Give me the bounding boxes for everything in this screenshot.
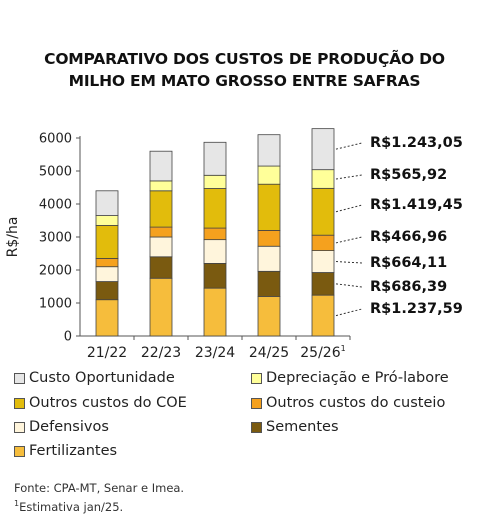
bar-segment bbox=[257, 245, 281, 272]
legend-item: Fertilizantes bbox=[14, 443, 117, 459]
bar-segment bbox=[149, 150, 173, 182]
bar-segment bbox=[149, 236, 173, 258]
bar-segment bbox=[203, 188, 227, 229]
bar-segment bbox=[257, 165, 281, 185]
annotation-label: R$1.419,45 bbox=[370, 197, 463, 213]
legend-label: Sementes bbox=[266, 419, 339, 435]
bar-segment bbox=[149, 256, 173, 279]
bar-segment bbox=[257, 270, 281, 297]
bar-segment bbox=[95, 190, 119, 216]
chart-title: COMPARATIVO DOS CUSTOS DE PRODUÇÃO DO MI… bbox=[0, 48, 489, 92]
bar-segment bbox=[311, 128, 335, 171]
bar-segment bbox=[257, 229, 281, 247]
bar-segment bbox=[311, 169, 335, 189]
legend-swatch bbox=[14, 372, 25, 384]
annotation-leader bbox=[335, 142, 363, 150]
annotation-leader bbox=[335, 308, 363, 317]
source-note: Fonte: CPA-MT, Senar e Imea. 1Estimativa… bbox=[14, 480, 184, 515]
legend-swatch bbox=[14, 397, 25, 409]
legend-label: Outros custos do COE bbox=[29, 395, 187, 411]
y-axis-label: R$/ha bbox=[5, 217, 21, 258]
legend-swatch bbox=[14, 445, 25, 457]
legend-item: Defensivos bbox=[14, 419, 109, 435]
bar-segment bbox=[311, 234, 335, 251]
bar-segment bbox=[203, 227, 227, 241]
bar-segment bbox=[149, 180, 173, 192]
bar-segment bbox=[311, 187, 335, 236]
annotation-label: R$1.237,59 bbox=[370, 301, 463, 317]
y-tick-label: 0 bbox=[64, 330, 72, 345]
bar-segment bbox=[311, 272, 335, 296]
bar-segment bbox=[203, 287, 227, 337]
bar-segment bbox=[257, 183, 281, 231]
legend-item: Outros custos do COE bbox=[14, 395, 187, 411]
y-tick-label: 5000 bbox=[39, 165, 72, 180]
chart-axes: 0 1000 2000 3000 4000 5000 6000 R$/ha 21/22 22/23… bbox=[5, 132, 351, 361]
footnote-marker: 1 bbox=[14, 499, 20, 508]
bar-segment bbox=[203, 262, 227, 289]
x-tick-label: 25/261 bbox=[300, 344, 345, 361]
annotation-leader bbox=[335, 283, 363, 288]
bar-segment bbox=[149, 190, 173, 228]
source-line: Fonte: CPA-MT, Senar e Imea. bbox=[14, 481, 185, 495]
chart-bars bbox=[95, 128, 335, 337]
bar-segment bbox=[95, 281, 119, 301]
legend-label: Custo Oportunidade bbox=[29, 370, 175, 386]
legend-item: Depreciação e Pró-labore bbox=[251, 370, 449, 386]
x-tick-label: 23/24 bbox=[195, 345, 235, 361]
chart-annotations: R$1.243,05 R$565,92 R$1.419,45 R$466,96 R$66… bbox=[335, 135, 463, 317]
annotation-leader bbox=[335, 261, 363, 264]
y-tick-label: 4000 bbox=[39, 198, 72, 213]
legend-swatch bbox=[251, 372, 262, 384]
bar-segment bbox=[95, 258, 119, 268]
legend-label: Defensivos bbox=[29, 419, 109, 435]
legend-swatch bbox=[251, 397, 262, 409]
legend-item: Sementes bbox=[251, 419, 339, 435]
y-tick-label: 1000 bbox=[39, 297, 72, 312]
annotation-label: R$664,11 bbox=[370, 255, 447, 271]
y-tick-label: 6000 bbox=[39, 132, 72, 147]
bar-segment bbox=[203, 141, 227, 176]
annotation-leader bbox=[335, 204, 363, 213]
bar-segment bbox=[311, 250, 335, 273]
footnote-line: 1Estimativa jan/25. bbox=[14, 496, 184, 515]
x-tick-label: 21/22 bbox=[87, 345, 127, 361]
bar-segment bbox=[311, 294, 335, 337]
bar-segment bbox=[203, 174, 227, 189]
annotation-label: R$1.243,05 bbox=[370, 135, 463, 151]
y-tick-label: 2000 bbox=[39, 264, 72, 279]
legend-swatch bbox=[14, 421, 25, 433]
title-line-2: MILHO EM MATO GROSSO ENTRE SAFRAS bbox=[68, 72, 421, 90]
annotation-leader bbox=[335, 174, 363, 180]
x-tick-label: 24/25 bbox=[249, 345, 289, 361]
x-tick-superscript: 1 bbox=[341, 344, 346, 353]
bar-segment bbox=[257, 134, 281, 167]
legend-label: Depreciação e Pró-labore bbox=[266, 370, 449, 386]
bar-segment bbox=[95, 215, 119, 226]
annotation-leader bbox=[335, 236, 363, 244]
x-tick-label: 22/23 bbox=[141, 345, 181, 361]
stacked-bar-chart: 0 1000 2000 3000 4000 5000 6000 R$/ha 21/22 22/23… bbox=[5, 128, 463, 361]
bar-segment bbox=[257, 295, 281, 337]
footnote-text: Estimativa jan/25. bbox=[19, 499, 124, 514]
title-line-1: COMPARATIVO DOS CUSTOS DE PRODUÇÃO DO bbox=[44, 50, 445, 68]
annotation-label: R$466,96 bbox=[370, 229, 447, 245]
annotation-label: R$565,92 bbox=[370, 167, 447, 183]
bar-segment bbox=[95, 266, 119, 282]
annotation-label: R$686,39 bbox=[370, 279, 447, 295]
bar-segment bbox=[149, 277, 173, 337]
bar-segment bbox=[203, 239, 227, 264]
y-tick-label: 3000 bbox=[39, 231, 72, 246]
legend-swatch bbox=[251, 421, 262, 433]
bar-segment bbox=[95, 225, 119, 259]
bar-segment bbox=[95, 299, 119, 337]
legend-item: Custo Oportunidade bbox=[14, 370, 175, 386]
legend-label: Outros custos do custeio bbox=[266, 395, 446, 411]
legend-item: Outros custos do custeio bbox=[251, 395, 445, 411]
legend-label: Fertilizantes bbox=[29, 443, 118, 459]
bar-segment bbox=[149, 226, 173, 238]
